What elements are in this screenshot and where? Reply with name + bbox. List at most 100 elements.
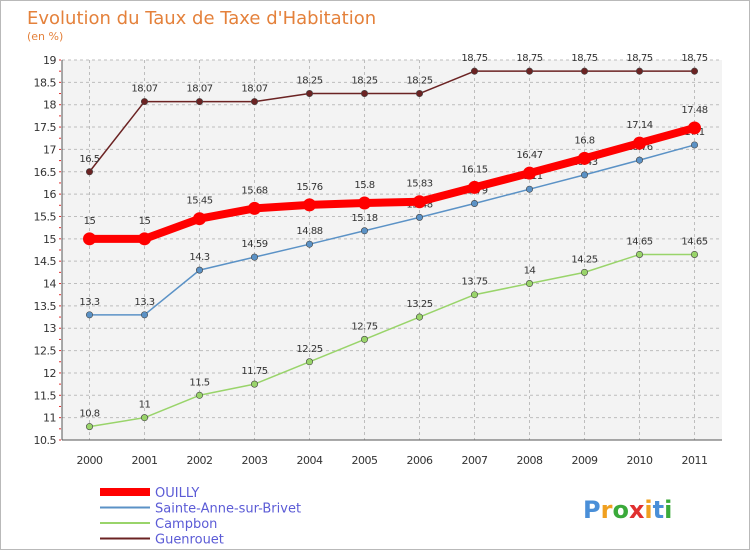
x-tick-label: 2003	[242, 454, 268, 467]
data-point	[525, 280, 533, 288]
series-line-guenrouet	[88, 70, 695, 173]
data-point	[580, 268, 588, 276]
data-label: 10.8	[79, 409, 99, 420]
data-point	[690, 250, 698, 258]
data-point	[523, 166, 536, 180]
data-label: 14.65	[681, 236, 707, 247]
data-label: 18.75	[516, 53, 542, 64]
data-label: 14.88	[296, 226, 322, 237]
data-label: 11.5	[189, 377, 209, 388]
data-label: 12.25	[296, 344, 322, 355]
data-point	[580, 67, 588, 75]
y-tick-label: 14	[43, 278, 56, 291]
data-label: 14.59	[241, 239, 267, 250]
data-label: 18.07	[241, 84, 267, 95]
data-label: 18.07	[131, 84, 157, 95]
y-tick-label: 11	[43, 412, 56, 425]
logo-letter: x	[629, 496, 645, 524]
data-point	[578, 151, 591, 165]
y-tick-label: 14.5	[34, 255, 57, 268]
series-line-campbon	[89, 253, 695, 428]
data-point	[305, 90, 313, 98]
data-label: 18.25	[296, 76, 322, 87]
x-tick-label: 2008	[517, 454, 543, 467]
data-point	[470, 291, 478, 299]
data-point	[303, 198, 316, 212]
data-point	[141, 98, 149, 106]
data-point	[635, 67, 643, 75]
data-point	[196, 266, 204, 274]
legend-item-label: Campbon	[155, 517, 217, 532]
data-label: 15.68	[241, 185, 267, 196]
data-label: 15.83	[406, 179, 432, 190]
data-label: 11	[139, 400, 151, 411]
y-tick-label: 13.5	[34, 300, 57, 313]
data-label: 18.75	[626, 53, 652, 64]
chart-subtitle: (en %)	[27, 30, 63, 43]
data-point	[248, 201, 261, 215]
data-point	[360, 90, 368, 98]
x-tick-label: 2007	[462, 454, 488, 467]
series-line-ouilly	[89, 124, 696, 243]
data-point	[138, 232, 151, 246]
data-point	[525, 185, 533, 193]
data-point	[360, 227, 368, 235]
data-label: 15.8	[354, 180, 374, 191]
y-tick-label: 13	[43, 322, 56, 335]
data-point	[141, 311, 149, 319]
data-point	[86, 168, 94, 176]
data-point	[83, 232, 96, 246]
x-tick-label: 2010	[627, 454, 653, 467]
logo-letter: o	[612, 496, 629, 524]
x-tick-label: 2004	[297, 454, 323, 467]
y-tick-label: 17.5	[34, 121, 57, 134]
data-point	[635, 250, 643, 258]
x-tick-label: 2000	[77, 454, 103, 467]
data-label: 18.25	[351, 76, 377, 87]
x-tick-label: 2005	[352, 454, 378, 467]
data-point	[86, 311, 94, 319]
data-point	[358, 196, 371, 210]
y-tick-label: 15.5	[34, 210, 57, 223]
data-label: 13.75	[461, 277, 487, 288]
data-point	[525, 67, 533, 75]
data-label: 18.75	[461, 53, 487, 64]
legend-item-label: Guenrouet	[155, 533, 224, 548]
data-label: 18.07	[186, 84, 212, 95]
y-tick-label: 18	[43, 99, 56, 112]
y-tick-label: 16	[43, 188, 56, 201]
chart-title: Evolution du Taux de Taxe d'Habitation	[27, 8, 376, 29]
x-tick-label: 2002	[187, 454, 213, 467]
y-tick-label: 19	[43, 54, 56, 67]
logo-letter: t	[653, 496, 664, 524]
data-point	[141, 414, 149, 422]
data-point	[86, 423, 94, 431]
y-tick-label: 10.5	[34, 434, 57, 447]
series-line-sainte-anne-sur-brivet	[89, 144, 695, 316]
data-label: 16.8	[574, 135, 594, 146]
legend: OUILLYSainte-Anne-sur-BrivetCampbonGuenr…	[100, 486, 301, 548]
data-label: 14.65	[626, 236, 652, 247]
data-label: 14.3	[189, 252, 209, 263]
legend-item-label: Sainte-Anne-sur-Brivet	[155, 502, 301, 517]
data-point	[251, 380, 259, 388]
data-label: 15.45	[186, 196, 212, 207]
data-label: 18.25	[406, 76, 432, 87]
data-label: 17.14	[626, 120, 652, 131]
data-point	[470, 200, 478, 208]
x-tick-label: 2001	[132, 454, 158, 467]
data-label: 13.3	[134, 297, 154, 308]
data-label: 11.75	[241, 366, 267, 377]
data-point	[580, 171, 588, 179]
data-point	[196, 391, 204, 399]
data-point	[690, 67, 698, 75]
data-point	[305, 240, 313, 248]
data-point	[415, 313, 423, 321]
data-point	[193, 212, 206, 226]
data-point	[690, 141, 698, 149]
x-tick-label: 2011	[682, 454, 708, 467]
legend-item-label: OUILLY	[155, 486, 199, 501]
y-tick-label: 16.5	[34, 166, 57, 179]
logo-letter: P	[583, 496, 601, 524]
data-label: 17.48	[681, 105, 707, 116]
